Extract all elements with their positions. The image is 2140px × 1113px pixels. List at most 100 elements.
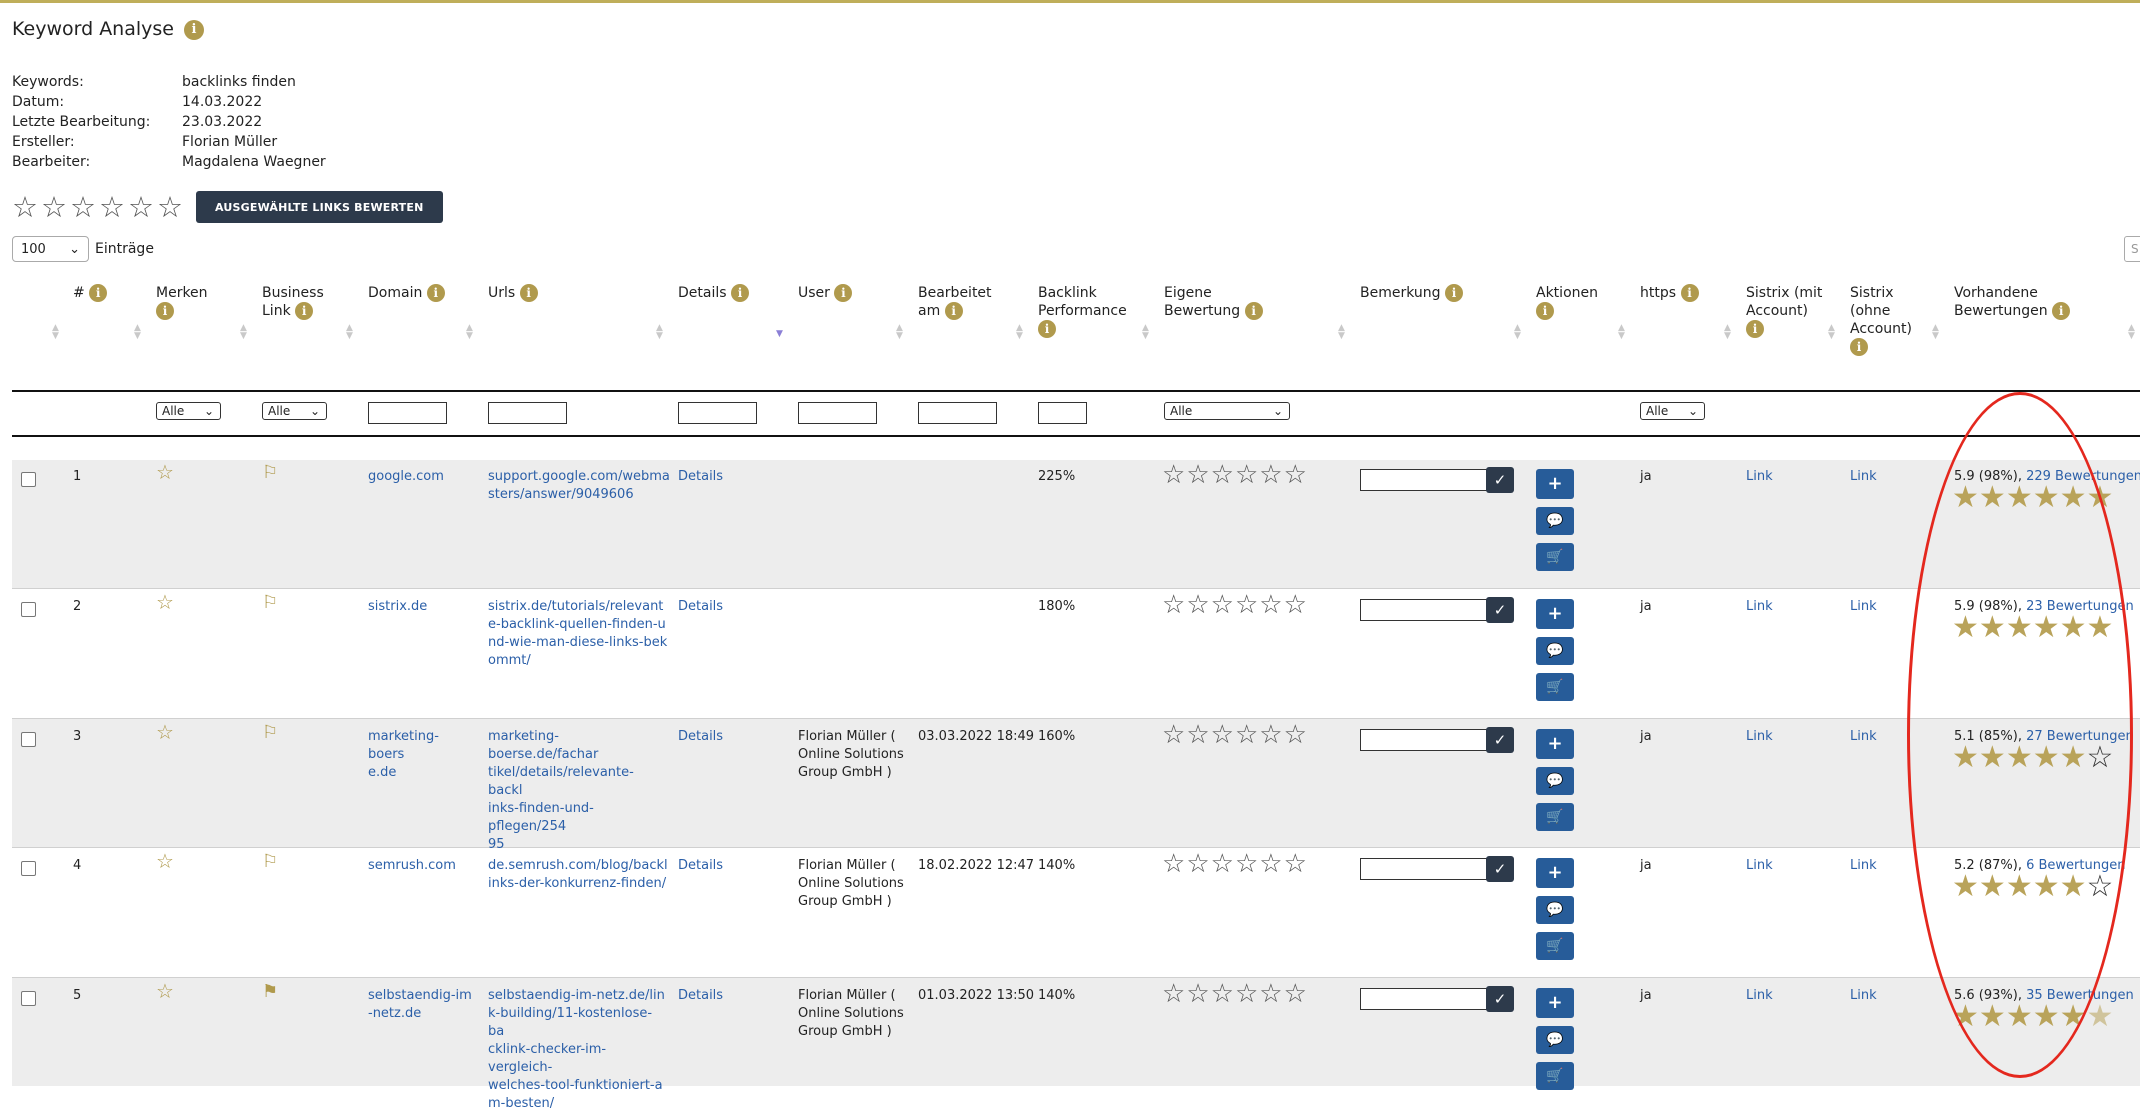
col-header-details[interactable]: Details i (678, 284, 749, 302)
sort-arrows-icon[interactable]: ▲ ▼ (1828, 323, 1835, 341)
col-header-num[interactable]: # i (73, 284, 108, 302)
col-header-eigene-bewertung[interactable]: Eigene Bewertung i (1164, 284, 1263, 320)
star-outline-icon[interactable]: ☆ (99, 190, 125, 224)
domain-line[interactable]: selbstaendig-im (368, 988, 472, 1003)
col-header-bemerkung[interactable]: Bemerkung i (1360, 284, 1463, 302)
filter-user-input[interactable] (798, 402, 877, 424)
star-outline-icon[interactable]: ☆ (1210, 590, 1235, 620)
sort-arrows-icon[interactable]: ▲ ▼ (1618, 323, 1625, 341)
star-outline-icon[interactable]: ☆ (1283, 849, 1308, 879)
star-outline-icon[interactable]: ☆ (1234, 720, 1260, 750)
sistrix-without-account-link[interactable]: Link (1850, 988, 1877, 1003)
info-icon[interactable]: i (1850, 338, 1868, 356)
own-rating-stars[interactable]: ☆☆☆☆☆☆ (1162, 979, 1308, 1009)
remark-save-button[interactable]: ✓ (1486, 467, 1514, 493)
own-rating-stars[interactable]: ☆☆☆☆☆☆ (1162, 590, 1308, 620)
star-outline-icon[interactable]: ☆ (41, 190, 67, 224)
star-outline-icon[interactable]: ☆ (156, 979, 174, 1003)
url-line[interactable]: e-backlink-quellen-finden-u (488, 617, 666, 632)
url-line[interactable]: nd-wie-man-diese-links-bek (488, 635, 668, 650)
sort-arrows-icon[interactable]: ▲ ▼ (1338, 323, 1345, 341)
url-line[interactable]: sters/answer/9049606 (488, 487, 634, 502)
sort-arrows-icon[interactable]: ▲ ▼ (896, 323, 903, 341)
star-outline-icon[interactable]: ☆ (1283, 979, 1308, 1009)
filter-merken-select[interactable]: Alle ⌄ (156, 402, 221, 420)
add-button[interactable]: + (1536, 858, 1574, 888)
filter-performance-input[interactable] (1038, 402, 1087, 424)
domain-line[interactable]: sistrix.de (368, 599, 428, 614)
info-icon[interactable]: i (1680, 284, 1699, 302)
sistrix-with-account-link[interactable]: Link (1746, 858, 1773, 873)
remark-input[interactable] (1360, 858, 1488, 880)
flag-outline-icon[interactable]: ⚐ (262, 722, 279, 743)
sort-arrows-icon[interactable]: ▲ ▼ (466, 323, 473, 341)
sistrix-with-account-link[interactable]: Link (1746, 469, 1773, 484)
sistrix-with-account-link[interactable]: Link (1746, 599, 1773, 614)
star-outline-icon[interactable]: ☆ (1210, 979, 1235, 1009)
details-link[interactable]: Details (678, 469, 724, 484)
star-outline-icon[interactable]: ☆ (1210, 720, 1235, 750)
filter-date-input[interactable] (918, 402, 997, 424)
star-outline-icon[interactable]: ☆ (1162, 849, 1187, 879)
star-outline-icon[interactable]: ☆ (1186, 979, 1211, 1009)
sistrix-without-account-link[interactable]: Link (1850, 858, 1877, 873)
col-header-user[interactable]: User i (798, 284, 853, 302)
domain-line[interactable]: google.com (368, 469, 444, 484)
info-icon[interactable]: i (1445, 284, 1463, 302)
sort-arrows-icon[interactable]: ▲ ▼ (1932, 323, 1939, 341)
filter-business-select[interactable]: Alle ⌄ (262, 402, 327, 420)
remark-input[interactable] (1360, 988, 1488, 1010)
sistrix-without-account-link[interactable]: Link (1850, 599, 1877, 614)
info-icon[interactable]: i (2052, 302, 2071, 320)
sort-active-icon[interactable]: ▼ (776, 329, 783, 339)
star-outline-icon[interactable]: ☆ (1259, 460, 1284, 490)
own-rating-stars[interactable]: ☆☆☆☆☆☆ (1162, 460, 1308, 490)
url-line[interactable]: selbstaendig-im-netz.de/lin (488, 988, 665, 1003)
rate-selected-links-button[interactable]: AUSGEWÄHLTE LINKS BEWERTEN (196, 191, 443, 223)
filter-eigene-select[interactable]: Alle ⌄ (1164, 402, 1290, 420)
url-line[interactable]: support.google.com/webma (488, 469, 670, 484)
cart-button[interactable]: 🛒 (1536, 803, 1574, 831)
col-header-https[interactable]: https i (1640, 284, 1699, 302)
url-line[interactable]: m-besten/ (488, 1096, 555, 1111)
star-outline-icon[interactable]: ☆ (1259, 720, 1284, 750)
star-outline-icon[interactable]: ☆ (1283, 590, 1308, 620)
sort-arrows-icon[interactable]: ▲ ▼ (52, 323, 59, 341)
col-header-merken[interactable]: Merken i (156, 285, 208, 320)
info-icon[interactable]: i (1244, 302, 1263, 320)
sistrix-with-account-link[interactable]: Link (1746, 729, 1773, 744)
col-header-backlink-performance[interactable]: Backlink Performance i (1038, 285, 1127, 338)
sistrix-without-account-link[interactable]: Link (1850, 469, 1877, 484)
comments-button[interactable]: 💬 (1536, 507, 1574, 535)
info-icon[interactable]: i (1746, 320, 1764, 338)
star-outline-icon[interactable]: ☆ (1210, 849, 1235, 879)
col-header-sistrix-ohne[interactable]: Sistrix (ohne Account) i (1850, 285, 1912, 356)
url-link[interactable]: marketing-boerse.de/fachar tikel/details/… (488, 728, 668, 854)
url-line[interactable]: inks-der-konkurrenz-finden/ (488, 876, 667, 891)
star-outline-icon[interactable]: ☆ (1283, 460, 1308, 490)
add-button[interactable]: + (1536, 469, 1574, 499)
sort-arrows-icon[interactable]: ▲ ▼ (346, 323, 353, 341)
star-outline-icon[interactable]: ☆ (1162, 720, 1187, 750)
details-link[interactable]: Details (678, 858, 724, 873)
flag-filled-icon[interactable]: ⚑ (262, 981, 279, 1002)
star-outline-icon[interactable]: ☆ (1162, 590, 1187, 620)
col-header-domain[interactable]: Domain i (368, 284, 445, 302)
col-header-urls[interactable]: Urls i (488, 284, 538, 302)
info-icon[interactable]: i (519, 284, 538, 302)
flag-outline-icon[interactable]: ⚐ (262, 851, 279, 872)
sort-arrows-icon[interactable]: ▲ ▼ (1724, 323, 1731, 341)
row-checkbox[interactable] (21, 472, 36, 487)
domain-link[interactable]: semrush.com (368, 857, 473, 875)
info-icon[interactable]: i (183, 19, 204, 40)
sort-arrows-icon[interactable]: ▲ ▼ (240, 323, 247, 341)
details-link[interactable]: Details (678, 599, 724, 614)
own-rating-stars[interactable]: ☆☆☆☆☆☆ (1162, 849, 1308, 879)
star-outline-icon[interactable]: ☆ (1186, 460, 1211, 490)
cart-button[interactable]: 🛒 (1536, 543, 1574, 571)
sort-arrows-icon[interactable]: ▲ ▼ (1514, 323, 1521, 341)
sistrix-with-account-link[interactable]: Link (1746, 988, 1773, 1003)
col-header-bearbeitet[interactable]: Bearbeitet am i (918, 285, 992, 320)
remark-save-button[interactable]: ✓ (1486, 597, 1514, 623)
info-icon[interactable]: i (89, 284, 108, 302)
